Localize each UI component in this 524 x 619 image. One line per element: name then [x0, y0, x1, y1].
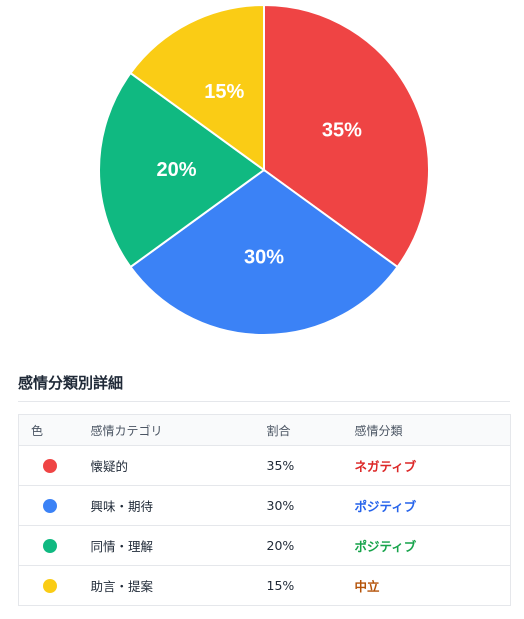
header-color: 色: [18, 414, 79, 446]
pie-slice: [129, 3, 265, 172]
ratio-cell: 35%: [266, 458, 295, 473]
color-swatch: [43, 539, 57, 554]
color-cell: [19, 446, 79, 486]
classification-label: 中立: [354, 579, 380, 594]
classification-cell: ポジティブ: [343, 526, 511, 566]
pie-slice-label: 15%: [204, 81, 244, 103]
header-ratio: 割合: [254, 414, 343, 446]
pie-slice: [98, 71, 266, 269]
ratio-cell: 30%: [266, 498, 295, 513]
section-title: 感情分類別詳細: [18, 374, 124, 392]
emotion-detail-table: 色 感情カテゴリ 割合 感情分類 懐疑的 35% ネガティブ 興味・期待 30%…: [18, 414, 511, 606]
header-category: 感情カテゴリ: [78, 414, 255, 446]
classification-label: ポジティブ: [354, 539, 417, 554]
pie-slice-label: 35%: [322, 119, 362, 141]
classification-label: ポジティブ: [354, 499, 417, 514]
classification-cell: ポジティブ: [343, 486, 511, 526]
color-cell: [19, 566, 79, 606]
table-header-row: 色 感情カテゴリ 割合 感情分類: [18, 414, 511, 446]
pie-slice: [129, 168, 399, 337]
ratio-cell: 15%: [266, 578, 295, 593]
ratio-cell: 20%: [266, 538, 295, 553]
category-cell: 懐疑的: [90, 459, 129, 474]
color-cell: [19, 526, 79, 566]
header-classification: 感情分類: [342, 414, 511, 446]
classification-cell: 中立: [343, 566, 511, 606]
table-row: 懐疑的 35% ネガティブ: [18, 446, 511, 486]
section-divider: [18, 401, 510, 402]
pie-chart-svg: 35% 30% 20% 15%: [98, 3, 430, 337]
color-swatch: [43, 499, 57, 514]
category-cell: 同情・理解: [90, 539, 154, 554]
pie-slice: [263, 3, 430, 269]
classification-label: ネガティブ: [354, 459, 417, 474]
table-row: 同情・理解 20% ポジティブ: [18, 526, 511, 566]
color-swatch: [43, 459, 57, 474]
pie-chart: 35% 30% 20% 15%: [98, 3, 430, 337]
pie-slice-label: 30%: [244, 246, 284, 268]
classification-cell: ネガティブ: [343, 446, 511, 486]
table-row: 助言・提案 15% 中立: [19, 566, 511, 606]
table-row: 興味・期待 30% ポジティブ: [18, 486, 511, 526]
pie-slice-label: 20%: [157, 159, 197, 181]
color-swatch: [43, 579, 57, 594]
category-cell: 助言・提案: [90, 579, 154, 594]
category-cell: 興味・期待: [90, 499, 154, 514]
color-cell: [19, 486, 79, 526]
